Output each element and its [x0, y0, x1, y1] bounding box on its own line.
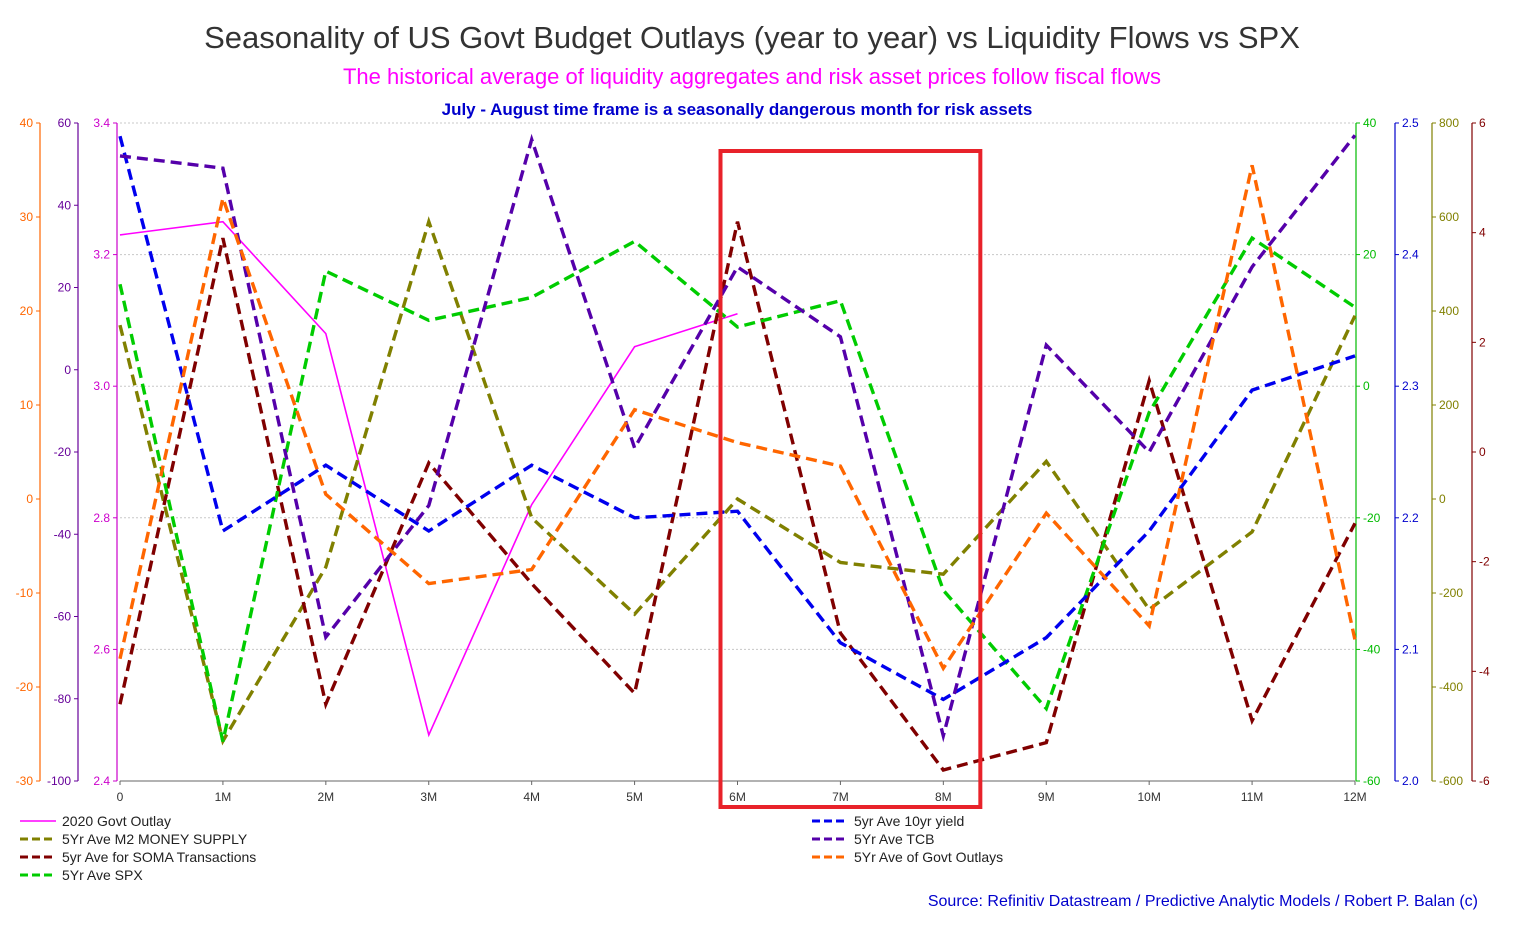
left_purple-tick-label: 20: [58, 281, 72, 295]
source-credit: Source: Refinitiv Datastream / Predictiv…: [928, 893, 1478, 910]
x-tick-label: 11M: [1241, 790, 1263, 804]
chart-subtitle: The historical average of liquidity aggr…: [343, 64, 1161, 89]
left_orange-tick-label: 10: [20, 398, 34, 412]
left_orange-tick-label: 30: [20, 210, 34, 224]
left_purple-tick-label: -100: [47, 774, 71, 788]
right_green-tick-label: -60: [1363, 774, 1381, 788]
right_olive-tick-label: 800: [1439, 116, 1459, 130]
right_olive-tick-label: -400: [1439, 680, 1463, 694]
right_blue-tick-label: 2.5: [1402, 116, 1419, 130]
right_darkred-tick-label: 6: [1479, 116, 1486, 130]
x-tick-label: 4M: [523, 790, 540, 804]
left_magenta-tick-label: 2.8: [93, 511, 110, 525]
right_darkred-tick-label: -6: [1479, 774, 1490, 788]
x-tick-label: 2M: [317, 790, 334, 804]
x-tick-label: 5M: [626, 790, 643, 804]
x-tick-label: 3M: [420, 790, 437, 804]
series-line: [118, 164, 1357, 672]
legend-label: 5Yr Ave M2 MONEY SUPPLY: [62, 831, 248, 847]
right_blue-tick-label: 2.2: [1402, 511, 1419, 525]
x-tick-label: 0: [117, 790, 124, 804]
right_blue-tick-label: 2.1: [1402, 642, 1419, 656]
right_olive-tick-label: 0: [1439, 492, 1446, 506]
left_purple-tick-label: 60: [58, 116, 72, 130]
left_magenta-tick-label: 3.4: [93, 116, 110, 130]
left_magenta-tick-label: 2.6: [93, 642, 110, 656]
right_green-tick-label: -20: [1363, 511, 1381, 525]
right_olive-tick-label: -200: [1439, 586, 1463, 600]
legend-label: 2020 Govt Outlay: [62, 813, 171, 829]
right_darkred-tick-label: -2: [1479, 555, 1490, 569]
right_olive-tick-label: 200: [1439, 398, 1459, 412]
right_darkred-tick-label: -4: [1479, 664, 1490, 678]
right_olive-tick-label: 600: [1439, 210, 1459, 224]
left_orange-tick-label: -20: [16, 680, 34, 694]
legend-label: 5yr Ave 10yr yield: [854, 813, 964, 829]
legend-label: 5Yr Ave SPX: [62, 867, 143, 883]
left_magenta-tick-label: 3.0: [93, 379, 110, 393]
x-tick-label: 1M: [215, 790, 232, 804]
left_purple-tick-label: -20: [54, 445, 72, 459]
x-tick-label: 7M: [832, 790, 849, 804]
legend-label: 5Yr Ave TCB: [854, 831, 934, 847]
legend-label: 5yr Ave for SOMA Transactions: [62, 849, 256, 865]
chart-title: Seasonality of US Govt Budget Outlays (y…: [204, 20, 1300, 55]
axes: 403020100-10-20-306040200-20-40-60-80-10…: [16, 116, 1490, 804]
right_olive-tick-label: -600: [1439, 774, 1463, 788]
series-line: [119, 220, 738, 738]
series-line: [118, 221, 1357, 772]
series-lines: [118, 133, 1357, 772]
right_darkred-tick-label: 0: [1479, 445, 1486, 459]
left_magenta-tick-label: 3.2: [93, 248, 110, 262]
right_green-tick-label: 40: [1363, 116, 1377, 130]
right_blue-tick-label: 2.3: [1402, 379, 1419, 393]
legend: 2020 Govt Outlay 5Yr Ave M2 MONEY SUPPLY 5…: [20, 813, 1003, 883]
left_orange-tick-label: -10: [16, 586, 34, 600]
right_green-tick-label: 20: [1363, 248, 1377, 262]
series-line: [118, 235, 1356, 742]
series-line: [118, 135, 1356, 702]
x-tick-label: 10M: [1137, 790, 1160, 804]
left_orange-tick-label: -30: [16, 774, 34, 788]
left_purple-tick-label: 0: [64, 363, 71, 377]
left_purple-tick-label: -40: [54, 527, 72, 541]
right_darkred-tick-label: 2: [1479, 335, 1486, 349]
left_orange-tick-label: 40: [20, 116, 34, 130]
right_darkred-tick-label: 4: [1479, 226, 1486, 240]
series-line: [118, 216, 1357, 746]
x-tick-label: 12M: [1343, 790, 1366, 804]
right_green-tick-label: 0: [1363, 379, 1370, 393]
highlight-box: [718, 149, 983, 809]
legend-label: 5Yr Ave of Govt Outlays: [854, 849, 1003, 865]
left_magenta-tick-label: 2.4: [93, 774, 110, 788]
x-tick-label: 8M: [935, 790, 952, 804]
series-line: [119, 133, 1357, 743]
right_blue-tick-label: 2.4: [1402, 248, 1419, 262]
x-tick-label: 6M: [729, 790, 746, 804]
left_purple-tick-label: -80: [54, 692, 72, 706]
left_purple-tick-label: -60: [54, 610, 72, 624]
left_purple-tick-label: 40: [58, 198, 72, 212]
left_orange-tick-label: 0: [26, 492, 33, 506]
right_olive-tick-label: 400: [1439, 304, 1459, 318]
right_green-tick-label: -40: [1363, 642, 1381, 656]
right_blue-tick-label: 2.0: [1402, 774, 1419, 788]
left_orange-tick-label: 20: [20, 304, 34, 318]
chart-note: July - August time frame is a seasonally…: [442, 100, 1033, 119]
x-tick-label: 9M: [1038, 790, 1055, 804]
